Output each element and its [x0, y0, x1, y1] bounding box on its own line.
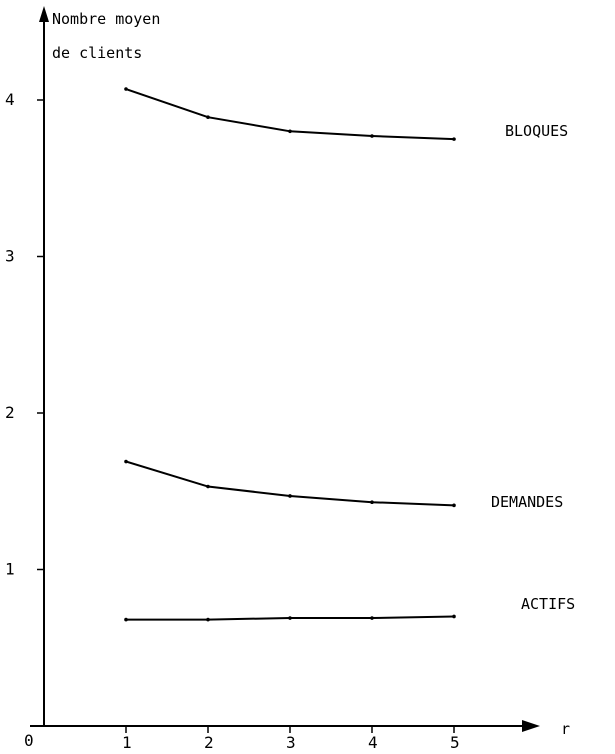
series-actifs: ACTIFS — [124, 595, 575, 622]
y-tick-label: 1 — [5, 560, 15, 579]
x-tick-label: 4 — [368, 733, 378, 752]
series-bloques: BLOQUES — [124, 87, 568, 141]
series-label-bloques: BLOQUES — [505, 122, 568, 140]
x-axis-title: r — [561, 720, 570, 738]
data-point-demandes — [124, 459, 128, 464]
y-tick-label: 4 — [5, 90, 15, 109]
series-label-demandes: DEMANDES — [491, 493, 563, 511]
y-axis-title-line-2: de clients — [52, 44, 142, 62]
data-point-demandes — [288, 494, 292, 498]
data-point-actifs — [452, 614, 456, 619]
axis-ticks: 1 2 3 4 5 1 2 3 4 — [5, 90, 460, 752]
data-point-bloques — [206, 115, 210, 120]
series-line-demandes — [125, 460, 455, 507]
data-point-bloques — [452, 137, 456, 141]
data-point-actifs — [206, 617, 210, 622]
x-tick-label: 2 — [204, 733, 214, 752]
data-point-actifs — [370, 616, 374, 620]
data-point-bloques — [288, 129, 292, 134]
series-group: BLOQUES DEMANDES ACTIFS — [124, 87, 575, 622]
data-point-actifs — [288, 616, 292, 620]
series-demandes: DEMANDES — [124, 459, 563, 511]
data-point-demandes — [452, 503, 456, 508]
origin-label: 0 — [24, 731, 34, 750]
y-axis-title-line-1: Nombre moyen — [52, 10, 160, 28]
x-tick-label: 5 — [450, 733, 460, 752]
x-axis-arrow — [522, 720, 540, 732]
data-point-bloques — [124, 87, 128, 91]
data-point-demandes — [370, 500, 374, 505]
data-point-bloques — [370, 134, 374, 138]
data-point-actifs — [124, 617, 128, 622]
y-tick-label: 3 — [5, 247, 15, 266]
series-label-actifs: ACTIFS — [521, 595, 575, 613]
data-point-demandes — [206, 484, 210, 489]
y-tick-label: 2 — [5, 403, 15, 422]
x-tick-label: 3 — [286, 733, 296, 752]
x-tick-label: 1 — [122, 733, 132, 752]
y-axis-arrow — [39, 6, 49, 22]
